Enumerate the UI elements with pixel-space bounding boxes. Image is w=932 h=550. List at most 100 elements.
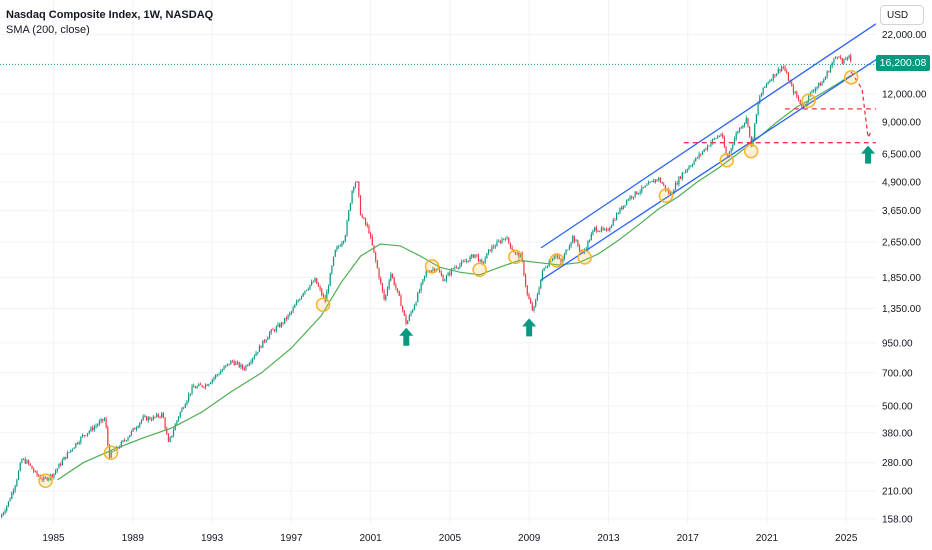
candle-body: [16, 479, 18, 486]
candle-body: [179, 411, 181, 417]
candle-body: [361, 215, 363, 218]
candle-body: [711, 139, 714, 143]
candle-body: [575, 240, 577, 242]
candle-body: [622, 205, 624, 210]
candle-body: [268, 332, 271, 338]
candle-body: [407, 320, 409, 324]
candle-body: [836, 56, 838, 58]
candle-body: [83, 435, 85, 436]
candle-body: [366, 224, 368, 227]
candle-body: [489, 249, 491, 252]
candle-body: [120, 441, 122, 448]
candle-body: [29, 463, 31, 466]
candle-body: [248, 363, 250, 366]
candle-body: [833, 58, 835, 63]
candle-body: [454, 267, 456, 269]
candle-body: [501, 239, 503, 243]
candle-body: [464, 261, 466, 263]
candle-body: [717, 136, 719, 139]
channel-line: [540, 59, 877, 281]
candle-body: [514, 252, 517, 254]
candle-body: [24, 458, 26, 464]
candle-body: [14, 485, 16, 491]
candle-body: [348, 210, 350, 221]
candle-body: [137, 426, 139, 428]
candle-body: [290, 311, 293, 313]
candle-body: [764, 86, 766, 88]
y-tick-label: 500.00: [882, 401, 913, 412]
candle-body: [53, 473, 55, 478]
candle-body: [718, 135, 720, 137]
candle-body: [589, 240, 591, 242]
candle-body: [51, 474, 53, 478]
candle-body: [87, 432, 89, 436]
candle-body: [755, 114, 757, 124]
trend-channel: [540, 23, 877, 281]
candle-body: [132, 428, 134, 432]
candle-body: [668, 189, 670, 194]
candle-body: [70, 449, 72, 453]
candle-body: [140, 419, 143, 423]
candle-body: [112, 451, 114, 453]
candle-body: [215, 375, 217, 378]
candle-body: [444, 280, 446, 282]
candle-body: [654, 179, 656, 183]
candle-body: [784, 66, 786, 71]
candle-body: [563, 254, 565, 259]
candle-body: [157, 414, 159, 417]
candle-body: [658, 177, 660, 180]
candle-body: [754, 123, 756, 139]
y-tick-label: 6,500.00: [882, 150, 921, 161]
y-tick-label: 9,000.00: [882, 118, 921, 129]
candle-body: [359, 195, 362, 216]
candle-body: [262, 340, 264, 348]
highlight-circle: [38, 473, 53, 489]
candle-body: [193, 385, 195, 388]
candle-body: [75, 443, 77, 448]
candle-body: [762, 87, 764, 94]
candle-body: [336, 247, 338, 250]
y-tick-label: 210.00: [882, 486, 913, 497]
candle-body: [135, 427, 138, 430]
candle-body: [309, 285, 311, 289]
highlight-circle: [508, 249, 523, 265]
time-axis[interactable]: 1985 1989 1993 1997 2001 2005 2009 2013 2017 2021…: [0, 524, 932, 550]
candle-body: [831, 62, 833, 67]
candle-body: [368, 226, 370, 234]
candle-body: [287, 314, 289, 319]
candle-body: [145, 416, 148, 421]
price-axis[interactable]: 22,000.00 12,000.00 9,000.00 6,500.00 4,900.…: [876, 0, 932, 550]
candle-body: [225, 365, 227, 367]
candle-body: [282, 322, 284, 324]
candle-body: [450, 268, 453, 275]
candle-body: [673, 190, 675, 193]
currency-button[interactable]: USD: [880, 5, 924, 25]
candle-body: [587, 241, 589, 249]
candle-body: [538, 288, 540, 295]
candle-body: [782, 66, 784, 68]
candle-body: [787, 72, 789, 81]
candle-body: [823, 79, 825, 83]
candle-body: [253, 355, 255, 359]
candle-body: [250, 361, 252, 364]
candle-body: [386, 287, 389, 295]
candle-body: [213, 377, 215, 380]
y-tick-label: 22,000.00: [882, 30, 927, 41]
candle-body: [434, 268, 436, 271]
candle-body: [48, 478, 50, 481]
candle-body: [17, 470, 20, 480]
candle-body: [578, 245, 581, 250]
candle-body: [749, 126, 751, 137]
candle-body: [567, 249, 569, 251]
candle-body: [612, 219, 614, 226]
candle-body: [573, 235, 576, 242]
candle-body: [331, 265, 333, 274]
candle-body: [159, 416, 161, 418]
candle-body: [88, 431, 90, 433]
candle-body: [545, 267, 547, 269]
candle-body: [2, 512, 4, 515]
candle-body: [700, 153, 702, 155]
candle-body: [300, 295, 303, 300]
candle-body: [63, 456, 65, 461]
